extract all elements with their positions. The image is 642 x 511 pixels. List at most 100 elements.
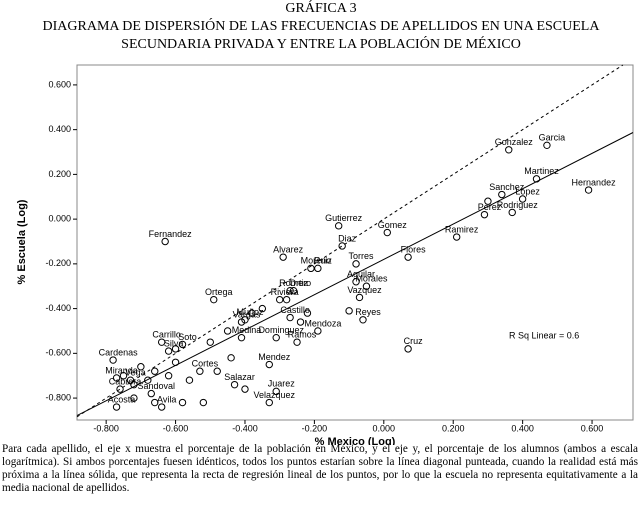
point-label: Cardenas [99, 347, 139, 357]
point-label: Diaz [338, 233, 357, 243]
point [157, 403, 166, 411]
point-label: Sanchez [489, 182, 525, 192]
point-label: Ramos [288, 330, 317, 340]
plot-frame [76, 64, 634, 421]
point [112, 374, 121, 382]
point-label: Gomez [378, 220, 408, 230]
point [258, 304, 267, 313]
point [112, 403, 121, 411]
point [484, 197, 492, 205]
x-tick-label: -0.800 [93, 423, 119, 433]
point [307, 264, 315, 273]
point [286, 313, 294, 322]
y-tick-label: 0.400 [48, 124, 71, 134]
chart-label: GRÁFICA 3 [285, 0, 356, 16]
point-label: Moreno [301, 256, 332, 266]
chart: GRÁFICA 3 DIAGRAMA DE DISPERSIÓN DE LAS … [16, 0, 634, 445]
diagonal-line [76, 64, 624, 418]
point [147, 389, 155, 398]
point [359, 316, 367, 324]
chart-title: SECUNDARIA PRIVADA Y ENTRE LA POBLACIÓN … [121, 35, 521, 52]
point [164, 372, 173, 380]
point-label: Gonzalez [495, 137, 534, 147]
point-label: Perez [478, 202, 502, 212]
point [314, 327, 322, 335]
point-label: Ortiz [289, 278, 308, 288]
annotation: R Sq Linear = 0.6 [509, 330, 579, 340]
point [498, 190, 506, 199]
chart-title: DIAGRAMA DE DISPERSIÓN DE LAS FRECUENCIA… [43, 17, 601, 34]
point [161, 237, 169, 246]
point [109, 356, 117, 364]
point-label: Cruz [404, 336, 424, 346]
point [584, 186, 593, 194]
point [452, 233, 461, 241]
point [130, 394, 138, 402]
point [286, 287, 294, 295]
x-tick-label: -0.600 [163, 423, 189, 433]
y-tick-label: -0.400 [45, 303, 71, 313]
point-label: Ortega [205, 287, 233, 297]
point [383, 228, 391, 237]
point-label: Vazquez [347, 285, 382, 295]
point [223, 327, 232, 335]
point-label: Mendoza [304, 318, 341, 328]
point-label: Romero [279, 278, 311, 288]
point [296, 318, 305, 326]
point [275, 295, 284, 304]
point [206, 338, 214, 346]
x-tick-label: -0.400 [232, 423, 258, 433]
point [272, 333, 280, 342]
point [151, 398, 159, 407]
point-label: Morales [355, 274, 388, 284]
point [314, 264, 322, 273]
point-label: Flores [401, 245, 427, 255]
point-label: Dominguez [258, 325, 304, 335]
y-tick-label: -0.200 [45, 258, 71, 268]
point-label: Sandoval [138, 381, 176, 391]
point [352, 260, 360, 268]
point-label: Rodriguez [497, 200, 539, 210]
point-label: Silva [164, 338, 184, 348]
point [334, 222, 343, 230]
point [157, 338, 166, 346]
point [213, 367, 221, 375]
point [185, 376, 194, 384]
point [480, 210, 489, 219]
point-label: Avila [157, 394, 176, 404]
point [196, 367, 204, 375]
point [241, 385, 249, 393]
point [210, 295, 218, 304]
point-label: Castillo [280, 305, 310, 315]
x-tick-label: 0.000 [373, 423, 396, 433]
point-label: Ruiz [314, 256, 333, 266]
point [178, 398, 187, 407]
point [404, 345, 412, 353]
point [144, 376, 152, 384]
y-tick-label: 0.600 [48, 79, 71, 89]
regression-line [76, 132, 634, 417]
y-tick-label: -0.600 [45, 348, 71, 358]
point [338, 242, 346, 250]
point-label: Fernandez [149, 229, 193, 239]
point-label: Soto [178, 332, 197, 342]
point [248, 309, 256, 317]
point-label: Juarez [268, 379, 296, 389]
point-label: Acosta [108, 394, 136, 404]
point [164, 347, 173, 355]
point-label: Cortes [192, 359, 219, 369]
y-tick-label: 0.200 [48, 169, 71, 179]
point-label: Vargas [233, 309, 261, 319]
point [227, 354, 235, 362]
x-tick-label: -0.200 [302, 423, 328, 433]
point [279, 253, 287, 261]
point-label: Carrillo [152, 330, 181, 340]
point-label: Vega [125, 368, 146, 378]
point-label: Cabrera [109, 377, 142, 387]
point [505, 146, 513, 154]
point-label: Medina [232, 325, 262, 335]
point-label: Muñoz [236, 307, 264, 317]
point-label: Riviera [271, 287, 299, 297]
y-axis-title: % Escuela (Log) [16, 199, 28, 284]
